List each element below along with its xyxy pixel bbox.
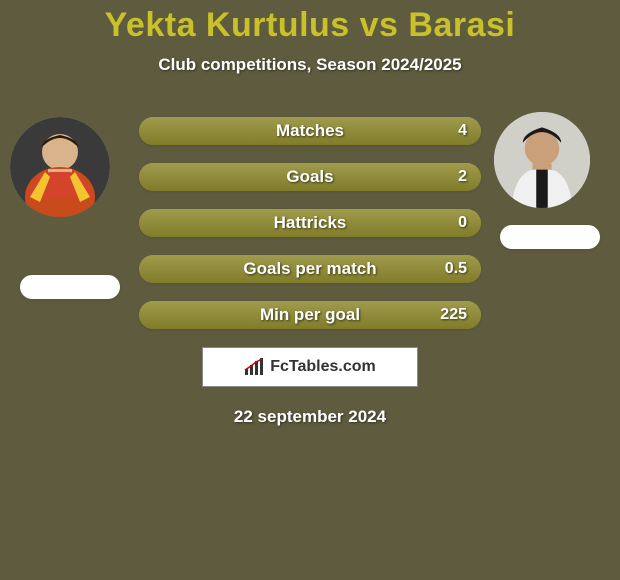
comparison-card: Yekta Kurtulus vs Barasi Club competitio… [0, 0, 620, 580]
stat-bar-matches: Matches 4 [139, 117, 481, 145]
content-area: Matches 4 Goals 2 Hattricks 0 Goals per … [0, 117, 620, 427]
date-label: 22 september 2024 [0, 407, 620, 427]
stat-value: 225 [440, 306, 467, 324]
chart-bars-icon [244, 358, 266, 376]
stat-value: 0 [458, 214, 467, 232]
stat-label: Hattricks [274, 213, 347, 233]
stat-label: Matches [276, 121, 344, 141]
stat-value: 4 [458, 122, 467, 140]
stat-label: Goals per match [243, 259, 376, 279]
player-left-flag [20, 275, 120, 299]
stat-bar-goals: Goals 2 [139, 163, 481, 191]
stat-value: 0.5 [445, 260, 467, 278]
stat-bar-hattricks: Hattricks 0 [139, 209, 481, 237]
player-left-avatar [10, 117, 110, 217]
stat-label: Goals [286, 167, 333, 187]
page-title: Yekta Kurtulus vs Barasi [0, 0, 620, 45]
player-left-icon [10, 117, 110, 217]
stat-value: 2 [458, 168, 467, 186]
player-right-avatar [494, 112, 590, 208]
footer-attribution[interactable]: FcTables.com [202, 347, 418, 387]
footer-label: FcTables.com [270, 358, 376, 376]
stat-bar-min-per-goal: Min per goal 225 [139, 301, 481, 329]
stat-bars: Matches 4 Goals 2 Hattricks 0 Goals per … [139, 117, 481, 329]
player-right-icon [494, 112, 590, 208]
player-right-flag [500, 225, 600, 249]
stat-bar-goals-per-match: Goals per match 0.5 [139, 255, 481, 283]
subtitle: Club competitions, Season 2024/2025 [0, 55, 620, 75]
stat-label: Min per goal [260, 305, 360, 325]
